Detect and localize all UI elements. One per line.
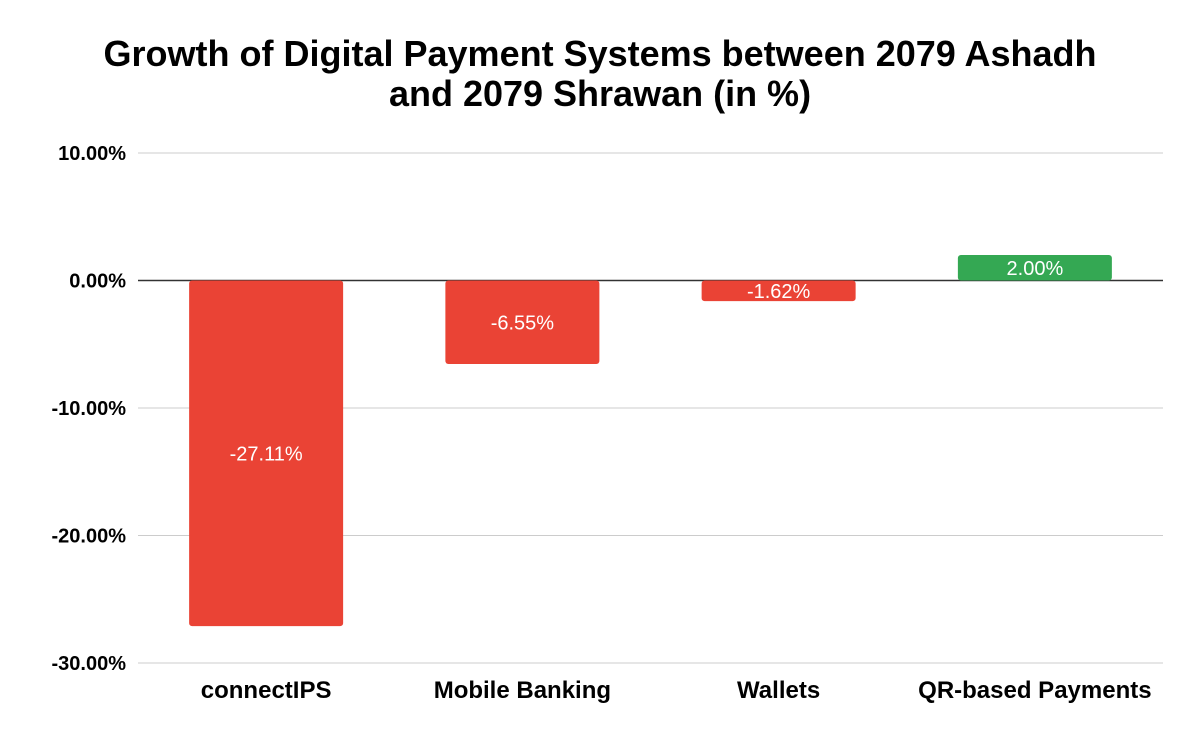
y-tick-label: -20.00% — [52, 526, 127, 548]
data-label: -1.62% — [747, 281, 811, 303]
data-label: -27.11% — [230, 443, 303, 465]
y-tick-label: -10.00% — [52, 398, 127, 420]
chart-title-line-1: Growth of Digital Payment Systems betwee… — [103, 33, 1097, 74]
x-category-label: QR-based Payments — [918, 677, 1151, 704]
x-category-label: connectIPS — [201, 677, 332, 704]
x-category-label: Wallets — [737, 677, 820, 704]
y-tick-label: 0.00% — [69, 271, 126, 293]
bar — [445, 280, 600, 365]
chart-title: Growth of Digital Payment Systems betwee… — [0, 34, 1200, 114]
bar — [189, 280, 344, 627]
y-tick-label: 10.00% — [58, 143, 126, 165]
y-tick-label: -30.00% — [52, 653, 127, 675]
data-label: 2.00% — [1007, 258, 1064, 280]
bar — [957, 255, 1112, 281]
chart-title-line-2: and 2079 Shrawan (in %) — [388, 73, 812, 114]
data-label: -6.55% — [491, 312, 555, 334]
bar — [701, 280, 856, 302]
x-category-label: Mobile Banking — [434, 677, 611, 704]
